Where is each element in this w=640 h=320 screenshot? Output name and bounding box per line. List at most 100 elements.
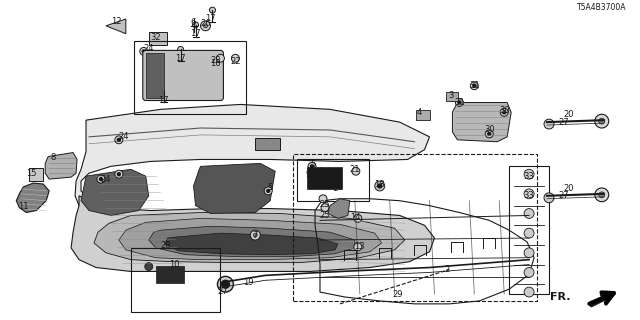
FancyBboxPatch shape xyxy=(29,168,44,181)
Circle shape xyxy=(524,209,534,219)
Text: 22: 22 xyxy=(230,57,241,66)
Circle shape xyxy=(524,189,534,199)
Circle shape xyxy=(142,50,145,53)
Text: 33: 33 xyxy=(524,191,534,200)
Circle shape xyxy=(232,54,239,62)
Circle shape xyxy=(488,132,491,135)
Circle shape xyxy=(321,204,329,212)
Text: 18: 18 xyxy=(374,180,385,188)
FancyBboxPatch shape xyxy=(447,92,458,100)
Polygon shape xyxy=(106,19,126,34)
Text: 31: 31 xyxy=(454,98,465,107)
Text: 24: 24 xyxy=(100,175,111,184)
Circle shape xyxy=(200,21,211,31)
Text: 16: 16 xyxy=(210,59,221,68)
Text: 30: 30 xyxy=(484,125,495,134)
Circle shape xyxy=(308,163,316,170)
Text: 11: 11 xyxy=(18,202,29,211)
Circle shape xyxy=(178,46,184,52)
Text: 17: 17 xyxy=(190,29,201,38)
Circle shape xyxy=(524,287,534,297)
Text: 19: 19 xyxy=(243,278,253,287)
Text: 2: 2 xyxy=(445,265,450,274)
Text: 3: 3 xyxy=(449,91,454,100)
Circle shape xyxy=(544,193,554,203)
Polygon shape xyxy=(452,102,511,142)
Polygon shape xyxy=(148,226,355,257)
Circle shape xyxy=(354,243,362,251)
Circle shape xyxy=(524,268,534,277)
Text: 20: 20 xyxy=(564,184,574,193)
FancyBboxPatch shape xyxy=(255,138,280,150)
Text: 27: 27 xyxy=(559,191,569,200)
Polygon shape xyxy=(71,196,435,271)
Circle shape xyxy=(117,173,120,176)
Circle shape xyxy=(458,101,461,104)
Circle shape xyxy=(524,169,534,179)
Circle shape xyxy=(319,195,327,203)
Polygon shape xyxy=(45,153,77,179)
Circle shape xyxy=(544,119,554,129)
FancyBboxPatch shape xyxy=(415,110,429,120)
Circle shape xyxy=(524,228,534,238)
Circle shape xyxy=(500,108,508,116)
Text: 15: 15 xyxy=(26,169,36,178)
FancyBboxPatch shape xyxy=(148,32,166,45)
Text: 4: 4 xyxy=(417,108,422,117)
Polygon shape xyxy=(164,233,338,255)
Circle shape xyxy=(470,82,478,90)
Circle shape xyxy=(378,184,381,188)
Circle shape xyxy=(193,22,198,28)
Text: 17: 17 xyxy=(158,96,169,105)
Polygon shape xyxy=(193,164,275,213)
Circle shape xyxy=(216,54,225,62)
Text: 25: 25 xyxy=(320,200,330,209)
FancyBboxPatch shape xyxy=(156,266,184,283)
Text: T5A4B3700A: T5A4B3700A xyxy=(577,3,627,12)
Text: 27: 27 xyxy=(559,118,569,127)
Text: 5: 5 xyxy=(310,160,316,169)
Circle shape xyxy=(473,84,476,87)
Circle shape xyxy=(145,263,153,270)
Text: 24: 24 xyxy=(143,44,154,53)
Text: 29: 29 xyxy=(392,290,403,299)
Circle shape xyxy=(456,99,463,107)
Circle shape xyxy=(599,192,605,198)
Text: 17: 17 xyxy=(175,54,186,63)
Polygon shape xyxy=(119,219,381,260)
Circle shape xyxy=(99,178,102,180)
Text: 25: 25 xyxy=(320,211,330,220)
Polygon shape xyxy=(75,104,429,211)
Text: 20: 20 xyxy=(564,110,574,119)
Circle shape xyxy=(221,280,229,288)
Text: 30: 30 xyxy=(499,106,509,115)
Circle shape xyxy=(204,24,207,28)
FancyBboxPatch shape xyxy=(143,51,223,100)
Text: 31: 31 xyxy=(469,81,479,90)
Text: 32: 32 xyxy=(150,33,161,42)
FancyBboxPatch shape xyxy=(307,167,342,189)
Text: 6: 6 xyxy=(191,18,196,28)
FancyBboxPatch shape xyxy=(146,53,164,98)
Text: 23: 23 xyxy=(210,56,221,65)
Circle shape xyxy=(253,233,257,237)
Circle shape xyxy=(161,88,166,94)
Circle shape xyxy=(599,118,605,124)
Circle shape xyxy=(595,114,609,128)
Circle shape xyxy=(310,165,314,168)
Circle shape xyxy=(502,111,506,114)
Text: 24: 24 xyxy=(118,132,129,141)
Text: 27: 27 xyxy=(217,287,228,296)
Circle shape xyxy=(352,167,360,175)
Text: 10: 10 xyxy=(170,260,180,269)
Circle shape xyxy=(140,47,148,55)
Circle shape xyxy=(267,189,269,192)
Circle shape xyxy=(264,187,272,195)
Circle shape xyxy=(218,276,234,292)
Circle shape xyxy=(97,175,105,183)
Text: 7: 7 xyxy=(253,231,258,240)
Circle shape xyxy=(375,181,385,191)
Polygon shape xyxy=(94,212,404,263)
Circle shape xyxy=(209,7,216,13)
Text: 21: 21 xyxy=(349,165,360,174)
